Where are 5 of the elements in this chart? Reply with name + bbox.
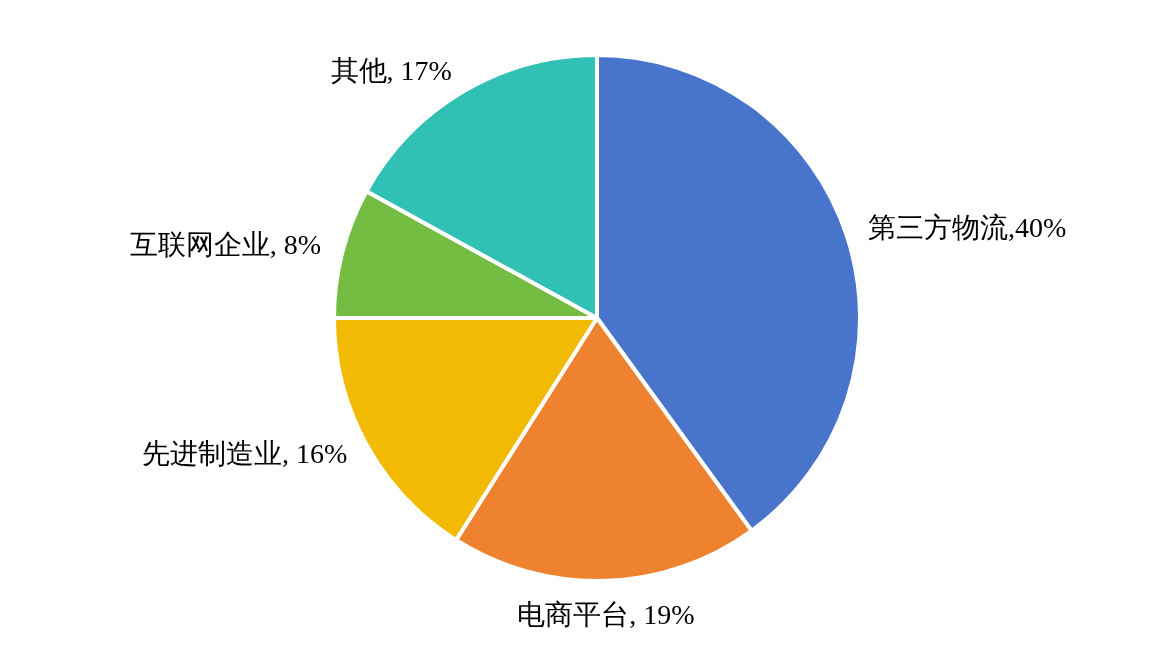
slice-label: 先进制造业, 16% [141, 437, 348, 469]
slice-label: 其他, 17% [330, 55, 452, 87]
slice-label: 第三方物流,40% [868, 212, 1067, 244]
slice-label: 互联网企业, 8% [129, 229, 321, 261]
slice-label: 电商平台, 19% [517, 599, 695, 631]
